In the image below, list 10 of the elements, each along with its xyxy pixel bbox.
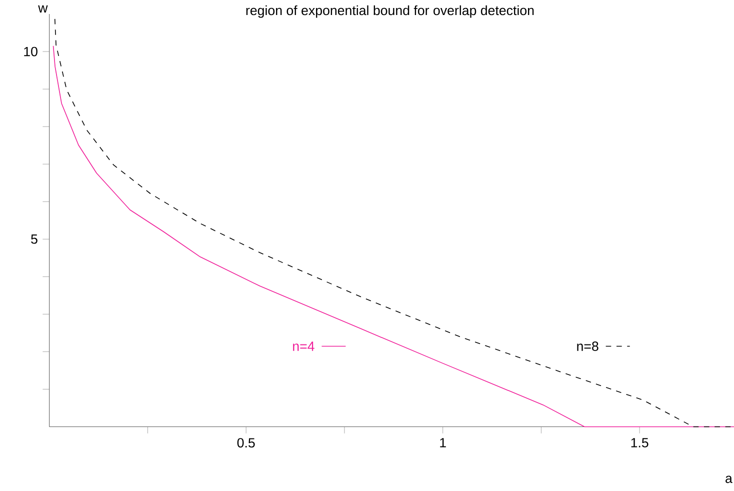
legend-label: n=4 [293, 342, 314, 351]
x-tick-label: 1.5 [631, 438, 648, 448]
y-axis-title: w [38, 5, 48, 12]
y-tick-label: 10 [24, 46, 38, 56]
x-tick-label: 0.5 [237, 438, 255, 448]
legend-label: n=8 [577, 342, 598, 351]
x-tick-label: 1 [440, 438, 446, 448]
y-tick-label: 5 [31, 234, 38, 244]
chart-title: region of exponential bound for overlap detection [246, 5, 534, 18]
x-axis-title: a [726, 476, 732, 484]
